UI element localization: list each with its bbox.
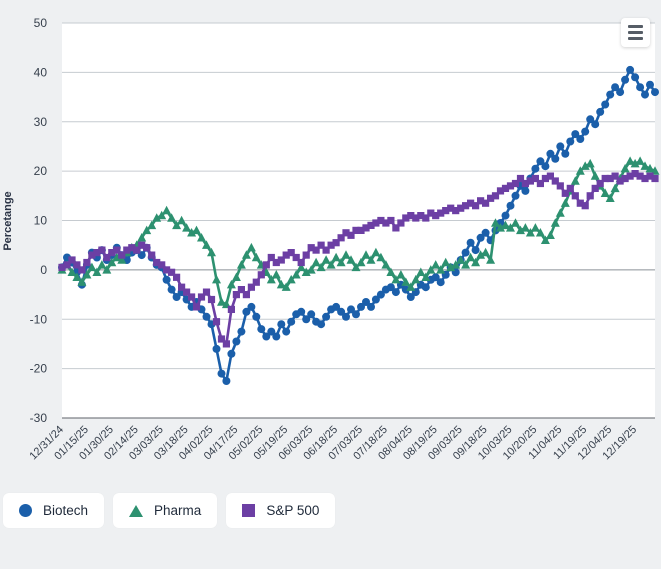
chart-plot-area[interactable]: 50 40 30 20 10 0 -10 -20 -30 Percetange 12/31/2401… (0, 0, 661, 488)
svg-text:50: 50 (34, 16, 48, 30)
series-pharma[interactable] (57, 156, 660, 309)
svg-text:30: 30 (34, 115, 48, 129)
svg-text:40: 40 (34, 65, 48, 79)
export-menu-button[interactable] (621, 18, 650, 47)
svg-text:20: 20 (34, 164, 48, 178)
square-marker-icon (242, 504, 256, 517)
series-s-p-500[interactable] (58, 170, 659, 348)
svg-text:-30: -30 (30, 411, 48, 425)
x-axis-labels: 12/31/2401/15/2501/30/2502/14/2503/03/25… (27, 424, 639, 463)
hamburger-icon (628, 25, 643, 40)
legend-item-sp500[interactable]: S&P 500 (226, 493, 336, 528)
y-axis-labels: 50 40 30 20 10 0 -10 -20 -30 (30, 16, 48, 425)
y-axis-title: Percetange (2, 191, 14, 250)
legend: Biotech Pharma S&P 500 (3, 493, 336, 528)
svg-text:-20: -20 (30, 362, 48, 376)
legend-label-pharma: Pharma (154, 503, 202, 518)
svg-text:10: 10 (34, 214, 48, 228)
svg-text:-10: -10 (30, 312, 48, 326)
legend-label-sp500: S&P 500 (266, 503, 320, 518)
legend-item-pharma[interactable]: Pharma (113, 493, 218, 528)
svg-text:0: 0 (40, 263, 47, 277)
legend-label-biotech: Biotech (43, 503, 89, 518)
triangle-marker-icon (129, 504, 144, 517)
circle-marker-icon (19, 504, 32, 517)
legend-item-biotech[interactable]: Biotech (3, 493, 105, 528)
